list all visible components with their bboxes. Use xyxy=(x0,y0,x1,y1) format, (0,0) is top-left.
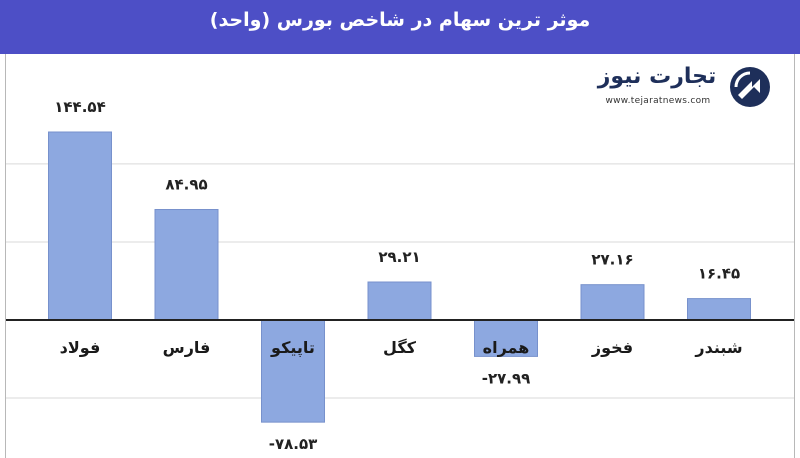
data-label: ۱۴۴.۵۴ xyxy=(54,98,105,116)
data-label: ۱۶.۴۵ xyxy=(698,265,740,283)
data-label: -۷۸.۵۳ xyxy=(269,435,318,453)
tejarat-news-logo: تجارت نیوز www.tejaratnews.com xyxy=(588,60,776,122)
category-label: فولاد xyxy=(60,338,101,357)
data-label: ۲۷.۱۶ xyxy=(591,251,633,269)
category-label: فخوز xyxy=(591,338,633,357)
bars xyxy=(48,131,751,423)
bar xyxy=(154,209,219,321)
bar xyxy=(261,319,325,423)
category-label: شبندر xyxy=(694,338,742,357)
data-label: ۸۴.۹۵ xyxy=(165,176,207,194)
chart-header: موثر ترین سهام در شاخص بورس (واحد) xyxy=(0,0,800,54)
logo-url-text: www.tejaratnews.com xyxy=(605,96,711,106)
bar xyxy=(367,281,432,321)
category-label: فارس xyxy=(163,338,211,357)
logo-brand-text: تجارت نیوز xyxy=(597,64,717,89)
gridlines xyxy=(6,163,794,399)
bar xyxy=(48,131,112,321)
category-label: کگل xyxy=(383,338,417,357)
bar xyxy=(580,284,645,321)
labels: ۱۴۴.۵۴ فولاد ۸۴.۹۵ فارس -۷۸.۵۳ تاپیکو ۲۹.۲۱ کگل… xyxy=(54,98,742,453)
category-label: همراه xyxy=(483,338,530,357)
data-label: -۲۷.۹۹ xyxy=(482,369,531,387)
bar xyxy=(687,298,751,321)
bar xyxy=(474,319,538,357)
data-label: ۲۹.۲۱ xyxy=(378,248,420,266)
category-label: تاپیکو xyxy=(270,338,315,358)
tejarat-news-logo-icon xyxy=(730,67,770,107)
chart-title: موثر ترین سهام در شاخص بورس (واحد) xyxy=(209,9,591,31)
